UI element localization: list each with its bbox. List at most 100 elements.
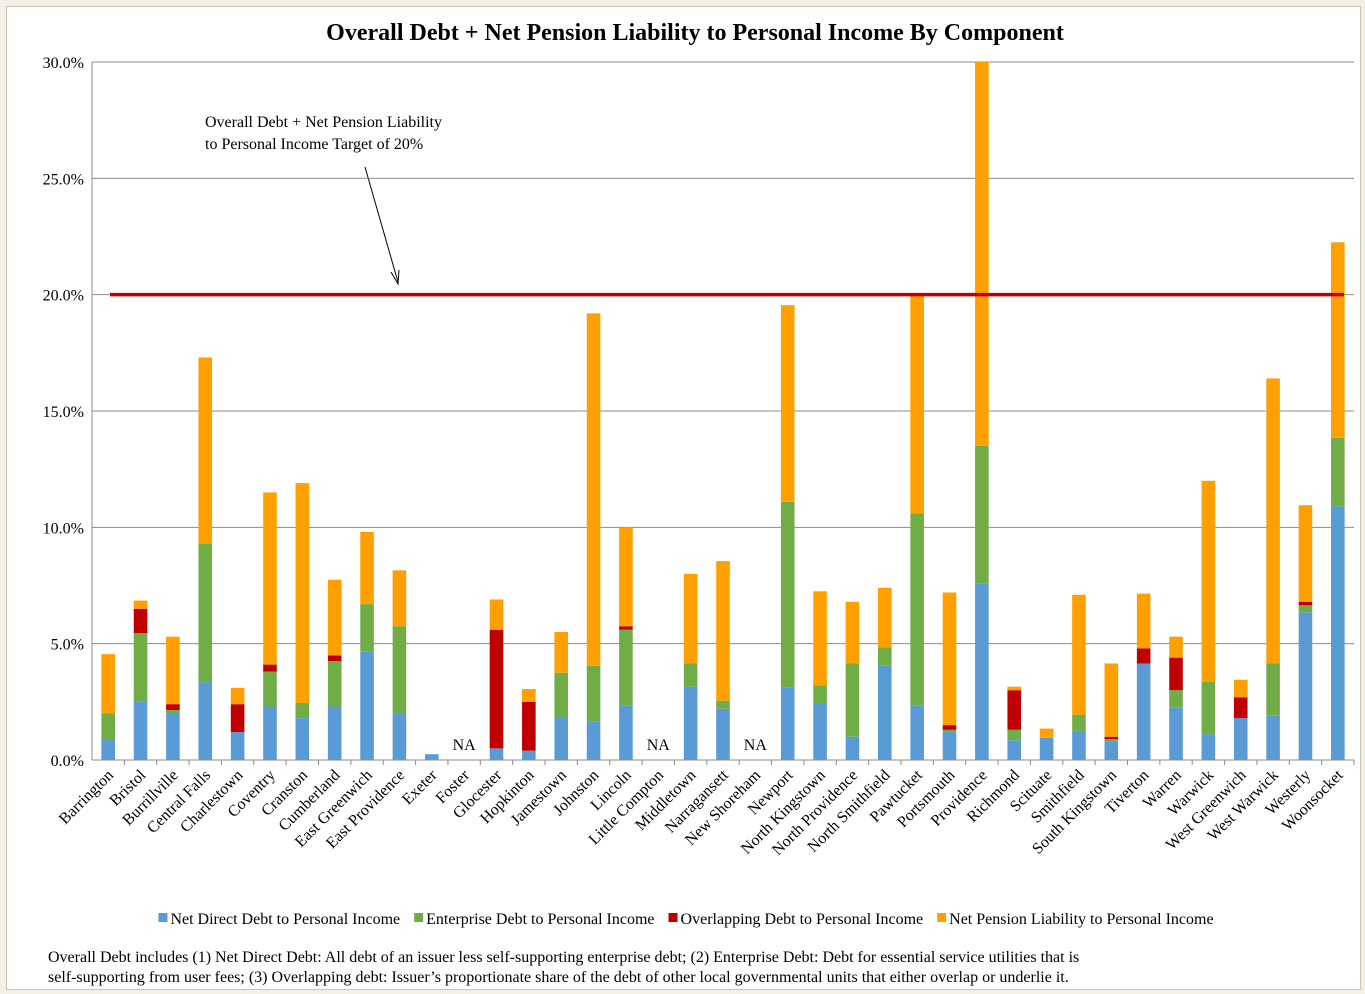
bar-segment <box>813 685 827 703</box>
bar-segment <box>780 305 795 502</box>
note: self-supporting from user fees; (3) Over… <box>48 969 1069 986</box>
target-annotation: Overall Debt + Net Pension Liability <box>205 114 442 131</box>
y-tick-label: 10.0% <box>43 520 84 537</box>
bar-segment <box>845 663 860 737</box>
bar-segment <box>813 591 827 686</box>
bar-segment <box>1136 648 1151 664</box>
y-tick-label: 25.0% <box>43 171 84 188</box>
bar-segment <box>424 754 439 760</box>
bar-segment <box>1331 506 1345 760</box>
bar-segment <box>942 725 957 730</box>
bar-segment <box>166 709 180 714</box>
bar-segment <box>295 702 310 719</box>
bar-segment <box>1072 730 1086 760</box>
bar-segment <box>1007 740 1022 760</box>
bar-segment <box>1233 718 1248 760</box>
bar-segment <box>716 561 730 701</box>
bar-segment <box>554 632 569 673</box>
bar-segment <box>1169 690 1183 708</box>
bar-segment <box>910 294 924 514</box>
bar-segment <box>554 672 569 717</box>
bar-segment <box>263 706 277 760</box>
bar-segment <box>780 687 795 760</box>
bar-segment <box>554 716 569 760</box>
y-tick-label: 20.0% <box>43 288 84 305</box>
bar-segment <box>683 686 698 760</box>
legend-swatch <box>158 913 168 922</box>
bar-segment <box>101 739 115 760</box>
bar-segment <box>1007 690 1022 730</box>
bar-segment <box>1072 714 1086 731</box>
bar-segment <box>166 636 180 705</box>
bar-segment <box>1104 739 1119 742</box>
bar-segment <box>263 492 277 665</box>
bar-segment <box>327 706 342 760</box>
bar-segment <box>295 718 310 760</box>
bar-segment <box>813 702 827 760</box>
y-tick-label: 30.0% <box>43 55 84 72</box>
bar-segment <box>1169 636 1183 658</box>
bar-segment <box>910 513 924 706</box>
bar-segment <box>942 732 957 760</box>
bar-segment <box>1007 729 1022 741</box>
bar-segment <box>489 599 504 630</box>
bar-segment <box>683 663 698 687</box>
bar-segment <box>1331 242 1345 438</box>
bar-segment <box>230 704 245 733</box>
bar-segment <box>1007 686 1022 691</box>
bar-segment <box>1233 697 1248 719</box>
legend-label: Net Pension Liability to Personal Income <box>949 911 1213 928</box>
missing-label: NA <box>647 737 671 754</box>
bar-segment <box>1266 378 1280 664</box>
bar-segment <box>877 665 892 760</box>
bar-segment <box>263 671 277 707</box>
target-annotation: to Personal Income Target of 20% <box>205 136 423 153</box>
bar-segment <box>1136 593 1151 649</box>
y-tick-label: 15.0% <box>43 404 84 421</box>
bar-segment <box>1169 707 1183 760</box>
bar-segment <box>522 689 536 702</box>
legend-swatch <box>414 913 424 922</box>
bar-segment <box>619 626 633 630</box>
chart-title: Overall Debt + Net Pension Liability to … <box>326 20 1064 46</box>
bar-segment <box>942 592 957 726</box>
bar-segment <box>877 647 892 666</box>
bar-segment <box>327 579 342 656</box>
bar-segment <box>975 445 989 584</box>
bar-segment <box>133 608 148 634</box>
bar-segment <box>942 729 957 733</box>
arrow-head <box>390 269 400 286</box>
bar-segment <box>392 626 407 714</box>
bar-segment <box>1104 663 1119 737</box>
annotation-arrow <box>364 166 399 283</box>
bar-segment <box>522 750 536 760</box>
bar-segment <box>230 732 245 760</box>
bar-segment <box>619 705 633 760</box>
bar-segment <box>133 600 148 609</box>
legend-label: Net Direct Debt to Personal Income <box>170 911 400 928</box>
legend-label: Overlapping Debt to Personal Income <box>681 911 924 928</box>
bar-segment <box>360 604 374 652</box>
note: Overall Debt includes (1) Net Direct Deb… <box>48 949 1079 966</box>
missing-label: NA <box>744 737 768 754</box>
bar-segment <box>1039 737 1054 760</box>
bar-segment <box>845 601 860 664</box>
bar-segment <box>910 705 924 760</box>
bar-segment <box>1298 605 1313 613</box>
bar-segment <box>780 501 795 688</box>
bar-segment <box>1169 657 1183 691</box>
legend-swatch <box>668 913 678 922</box>
bar-segment <box>975 583 989 760</box>
bar-segment <box>166 713 180 760</box>
bar-segment <box>360 651 374 760</box>
bar-segment <box>1104 736 1119 740</box>
bar-segment <box>327 661 342 707</box>
bar-segment <box>1298 612 1313 760</box>
missing-label: NA <box>453 737 477 754</box>
bar-segment <box>716 708 730 760</box>
bar-segment <box>1266 663 1280 716</box>
bar-segment <box>586 721 601 760</box>
bar-segment <box>845 736 860 760</box>
legend-swatch <box>937 913 947 922</box>
